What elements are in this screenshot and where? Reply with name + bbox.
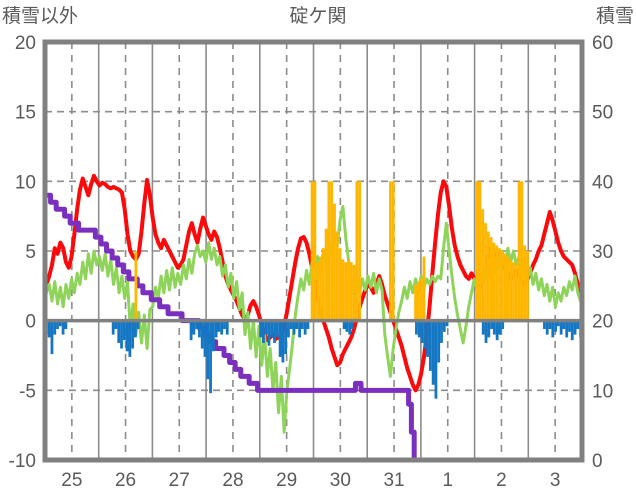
svg-text:40: 40 bbox=[592, 172, 613, 193]
left-axis-unit-label: 積雪以外 bbox=[2, 6, 79, 27]
svg-text:30: 30 bbox=[592, 242, 613, 263]
svg-text:-5: -5 bbox=[19, 381, 36, 402]
chart-title: 碇ケ関 bbox=[289, 6, 347, 27]
svg-text:50: 50 bbox=[592, 103, 613, 124]
svg-text:2: 2 bbox=[496, 470, 507, 491]
svg-text:10: 10 bbox=[15, 172, 36, 193]
series-layer bbox=[45, 173, 582, 460]
svg-text:30: 30 bbox=[330, 470, 351, 491]
svg-text:5: 5 bbox=[25, 242, 36, 263]
svg-text:20: 20 bbox=[15, 33, 36, 54]
svg-text:20: 20 bbox=[592, 312, 613, 333]
svg-text:25: 25 bbox=[61, 470, 82, 491]
svg-text:0: 0 bbox=[592, 451, 603, 472]
svg-text:29: 29 bbox=[276, 470, 297, 491]
svg-text:60: 60 bbox=[592, 33, 613, 54]
axis-frame bbox=[42, 39, 585, 463]
svg-text:10: 10 bbox=[592, 381, 613, 402]
svg-text:1: 1 bbox=[442, 470, 453, 491]
svg-text:31: 31 bbox=[383, 470, 404, 491]
svg-text:0: 0 bbox=[25, 312, 36, 333]
svg-text:3: 3 bbox=[550, 470, 561, 491]
svg-text:15: 15 bbox=[15, 103, 36, 124]
svg-text:27: 27 bbox=[169, 470, 190, 491]
svg-text:-10: -10 bbox=[9, 451, 36, 472]
svg-text:26: 26 bbox=[115, 470, 136, 491]
right-axis-unit-label: 積雪 bbox=[595, 6, 634, 27]
svg-text:28: 28 bbox=[222, 470, 243, 491]
